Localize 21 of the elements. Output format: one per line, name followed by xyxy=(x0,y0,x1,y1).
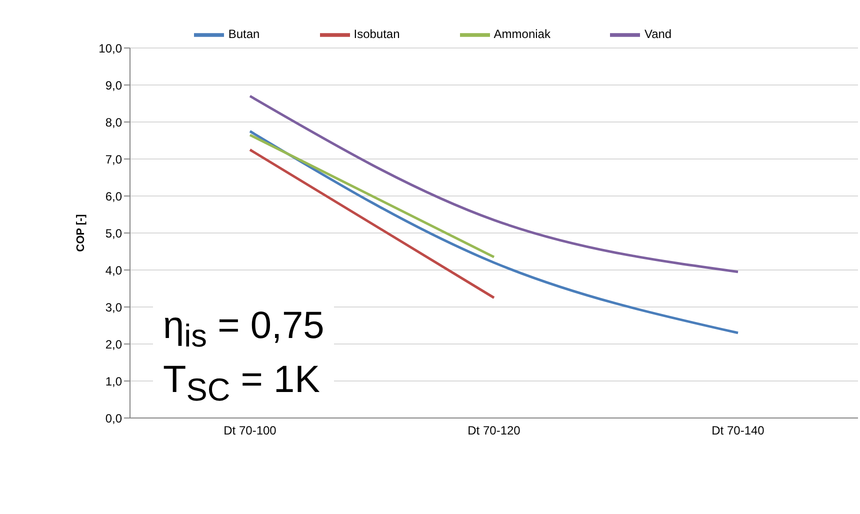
legend-label: Isobutan xyxy=(354,27,400,42)
y-tick-label: 9,0 xyxy=(105,78,122,92)
y-tick-label: 2,0 xyxy=(105,337,122,352)
y-tick-label: 6,0 xyxy=(105,189,122,204)
y-tick-label: 3,0 xyxy=(105,300,122,314)
annotation: η$_{is}$ = 0,75 xyxy=(163,304,324,356)
x-tick-label: Dt 70-100 xyxy=(224,424,277,438)
y-tick-label: 8,0 xyxy=(105,115,122,130)
y-tick-label: 5,0 xyxy=(105,226,122,240)
y-tick-label: 7,0 xyxy=(105,152,122,166)
x-tick-label: Dt 70-140 xyxy=(712,424,765,438)
legend-label: Butan xyxy=(228,27,260,42)
legend-label: Vand xyxy=(644,27,672,42)
x-tick-label: Dt 70-120 xyxy=(468,424,521,438)
y-tick-label: 1,0 xyxy=(105,374,122,388)
y-tick-label: 4,0 xyxy=(105,263,122,278)
annotation: T$_{SC}$ = 1K xyxy=(163,358,321,410)
legend-label: Ammoniak xyxy=(494,27,550,42)
y-tick-label: 10,0 xyxy=(98,41,122,56)
y-tick-label: 0,0 xyxy=(105,411,122,426)
y-axis-title: COP [-] xyxy=(74,214,87,252)
